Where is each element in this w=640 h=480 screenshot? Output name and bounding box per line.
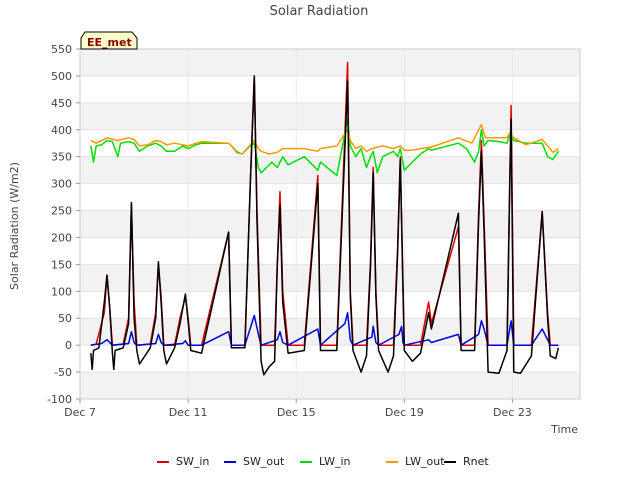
y-tick-label: -50 <box>54 366 72 379</box>
plot-band <box>80 49 580 76</box>
legend: SW_in SW_out LW_in LW_out Rnet <box>157 455 489 468</box>
y-tick-label: 200 <box>51 231 72 244</box>
y-tick-label: 450 <box>51 97 72 110</box>
site-badge-label: EE_met <box>87 36 132 49</box>
chart-title: Solar Radiation <box>270 4 369 19</box>
site-badge: EE_met <box>80 31 138 50</box>
plot-band <box>80 102 580 130</box>
plot-band <box>80 264 580 292</box>
plot-frame <box>79 48 581 400</box>
legend-item-sw-in: SW_in <box>157 455 209 468</box>
x-tick-label: Dec 11 <box>169 406 208 419</box>
legend-label: LW_in <box>319 455 351 468</box>
plot-background <box>80 49 580 399</box>
x-tick-label: Dec 15 <box>277 406 316 419</box>
x-tick-label: Dec 19 <box>385 406 424 419</box>
x-axis-title: Time <box>550 423 578 436</box>
y-tick-label: 350 <box>51 151 72 164</box>
x-tick-label: Dec 23 <box>493 406 532 419</box>
legend-label: Rnet <box>463 455 489 468</box>
series-line-rnet <box>90 75 560 376</box>
legend-item-lw-out: LW_out <box>386 455 445 468</box>
y-tick-label: 0 <box>65 339 72 352</box>
x-axis-ticks: Dec 7 Dec 11 Dec 15 Dec 19 Dec 23 <box>64 399 532 419</box>
y-tick-label: -100 <box>47 393 72 406</box>
y-tick-label: 400 <box>51 124 72 137</box>
series-line-lw-in <box>90 118 560 177</box>
legend-item-lw-in: LW_in <box>300 455 351 468</box>
y-tick-label: 150 <box>51 258 72 271</box>
y-tick-label: 500 <box>51 70 72 83</box>
legend-item-sw-out: SW_out <box>224 455 285 468</box>
plot-band <box>80 372 580 399</box>
y-tick-label: 300 <box>51 178 72 191</box>
y-tick-label: 550 <box>51 43 72 56</box>
plot-band <box>80 210 580 238</box>
legend-label: SW_out <box>243 455 285 468</box>
y-tick-label: 100 <box>51 285 72 298</box>
y-tick-label: 250 <box>51 205 72 218</box>
y-axis-ticks: -100 -50 0 50 100 150 200 250 300 350 400 450 500 550 <box>47 43 80 406</box>
y-axis-title: Solar Radiation (W/m2) <box>8 162 21 290</box>
x-tick-label: Dec 7 <box>64 406 96 419</box>
series-layer <box>90 61 560 376</box>
legend-label: LW_out <box>405 455 445 468</box>
legend-item-rnet: Rnet <box>444 455 489 468</box>
legend-label: SW_in <box>176 455 209 468</box>
series-line-lw-out <box>90 123 559 155</box>
y-tick-label: 50 <box>58 312 72 325</box>
